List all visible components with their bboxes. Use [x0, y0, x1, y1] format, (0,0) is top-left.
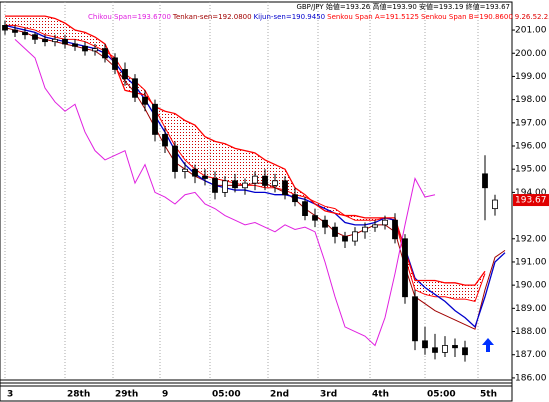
legend-extra: 9.26.52.25.0 [515, 13, 549, 21]
candle-body [492, 199, 498, 210]
legend-entry: Tenkan-sen=192.0800 [172, 13, 252, 21]
y-tick-label: 190.00 [515, 281, 547, 291]
candle-body [72, 43, 78, 47]
series-line [14, 38, 436, 347]
candle-body [462, 347, 468, 356]
candle-body [142, 96, 148, 105]
candle-body [132, 78, 138, 98]
candle-body [392, 219, 398, 240]
y-tick-label: 197.00 [515, 118, 547, 128]
x-tick-label: 29th [115, 390, 138, 400]
arrow-icon [482, 338, 494, 352]
chart-title: GBP/JPY 始値=193.26 高値=193.90 安値=193.19 終値… [296, 2, 510, 11]
y-tick-label: 198.00 [515, 95, 547, 105]
y-tick-label: 189.00 [515, 304, 547, 314]
candle-body [192, 168, 198, 177]
candle-body [62, 38, 68, 45]
candle-body [202, 175, 208, 179]
candle-body [362, 226, 368, 233]
x-tick-label: 28th [67, 390, 90, 400]
x-tick-label: 3 [7, 390, 13, 400]
candle-body [262, 175, 268, 186]
y-tick-label: 201.00 [515, 26, 547, 36]
y-tick-label: 192.00 [515, 234, 547, 244]
candle-body [162, 134, 168, 147]
candle-body [322, 219, 328, 228]
y-tick-label: 200.00 [515, 49, 547, 59]
candle-body [222, 180, 228, 193]
candle-body [242, 182, 248, 189]
candle-body [252, 175, 258, 184]
legend-entry: Chikou Span=193.6700 [88, 13, 171, 21]
legend-entry: Kijun-sen=190.9450 [254, 13, 326, 21]
candle-body [332, 226, 338, 237]
candle-body [312, 215, 318, 221]
x-tick-label: 05:00 [212, 390, 241, 400]
y-tick-label: 196.00 [515, 142, 547, 152]
legend-entry: Senkou Span A=191.5125 [327, 13, 419, 21]
candle-body [22, 31, 28, 36]
candle-body [482, 173, 488, 189]
candle-body [32, 34, 38, 40]
x-tick-label: 05:00 [427, 390, 456, 400]
last-price-label: 193.67 [515, 196, 547, 206]
candle-body [352, 231, 358, 242]
candle-body [82, 45, 88, 52]
candle-body [382, 219, 388, 226]
x-tick-label: 2nd [270, 390, 289, 400]
candle-body [452, 345, 458, 349]
y-tick-label: 195.00 [515, 165, 547, 175]
candle-body [152, 103, 158, 135]
candle-body [122, 69, 128, 80]
y-tick-label: 191.00 [515, 257, 547, 267]
candle-body [342, 236, 348, 242]
candle-body [42, 38, 48, 43]
candle-body [372, 224, 378, 228]
x-tick-label: 3rd [320, 390, 337, 400]
x-tick-label: 5th [480, 390, 497, 400]
candle-body [272, 180, 278, 186]
candle-body [102, 48, 108, 59]
x-tick-label: 9 [162, 390, 168, 400]
last-price-box [513, 194, 549, 207]
x-axis-band [0, 379, 513, 402]
candle-body [442, 345, 448, 353]
candle-body [412, 296, 418, 342]
y-tick-label: 187.00 [515, 350, 547, 360]
series-line [4, 24, 506, 329]
y-tick-label: 199.00 [515, 72, 547, 82]
candle-body [292, 194, 298, 203]
candle-body [92, 48, 98, 52]
candle-body [12, 29, 18, 33]
legend: Chikou Span=193.6700 Tenkan-sen=192.0800 K… [88, 13, 549, 21]
candle-body [172, 145, 178, 172]
legend-entry: Senkou Span B=190.8600 [421, 13, 513, 21]
candle-body [212, 178, 218, 193]
candle-body [422, 340, 428, 349]
candle-body [112, 57, 118, 70]
candle-body [2, 25, 8, 31]
candle-body [182, 168, 188, 172]
candle-body [282, 180, 288, 196]
y-tick-label: 194.00 [515, 188, 547, 198]
candle-body [232, 180, 238, 189]
candle-body [52, 38, 58, 43]
y-tick-label: 186.00 [515, 373, 547, 383]
plot-frame [0, 1, 513, 381]
candle-body [432, 347, 438, 353]
candle-body [302, 201, 308, 216]
cloud-fill [5, 16, 485, 302]
y-tick-label: 188.00 [515, 327, 547, 337]
candle-body [402, 238, 408, 298]
x-tick-label: 4th [372, 390, 389, 400]
